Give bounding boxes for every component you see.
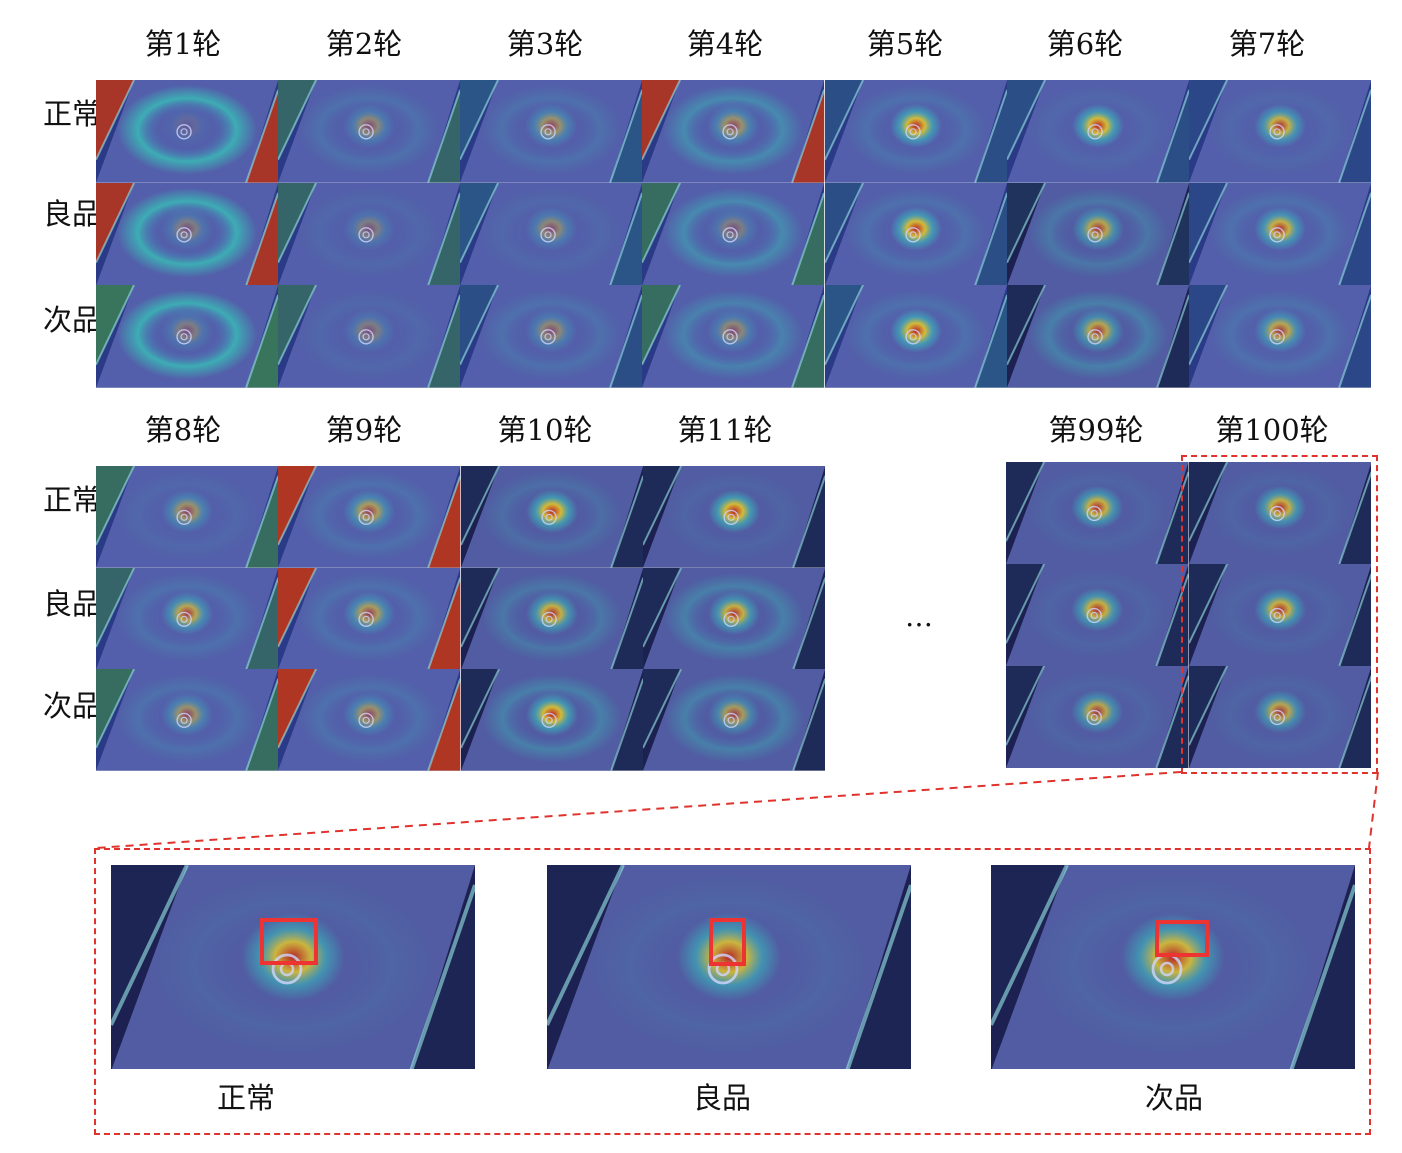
heatmap-cell-r10-normal (460, 466, 643, 568)
heatmap-cell-r4-good (642, 182, 825, 286)
row-label-normal-2: 正常 (43, 483, 102, 517)
zoom-panel (94, 848, 1371, 1135)
heatmap-cell-r7-good (1188, 182, 1371, 286)
heatmap-cell-r6-normal (1006, 80, 1189, 183)
heatmap-grid-rounds-1-7 (96, 80, 1371, 388)
heatmap-cell-r100-good (1188, 564, 1371, 666)
heatmap-cell-r100-normal (1188, 462, 1371, 564)
heatmap-cell-r11-normal (642, 466, 825, 568)
heatmap-cell-r5-normal (824, 80, 1007, 183)
focus-box-normal (260, 918, 318, 965)
round-label-6: 第6轮 (1046, 27, 1124, 61)
heatmap-cell-r3-normal (460, 80, 643, 183)
round-label-100: 第100轮 (1215, 413, 1329, 447)
zoom-heatmap-normal (111, 865, 475, 1069)
heatmap-cell-r9-defect (278, 669, 461, 771)
round-label-4: 第4轮 (686, 27, 764, 61)
round-label-11: 第11轮 (677, 413, 773, 447)
heatmap-cell-r3-defect (460, 285, 643, 388)
row-label-good-2: 良品 (43, 587, 102, 621)
heatmap-cell-r99-good (1006, 564, 1189, 666)
focus-box-good (709, 918, 746, 966)
round-label-7: 第7轮 (1228, 27, 1306, 61)
heatmap-cell-r10-good (460, 567, 643, 670)
zoom-label-good: 良品 (693, 1081, 752, 1115)
round-label-10: 第10轮 (497, 413, 593, 447)
round-100-highlight (1181, 455, 1378, 774)
heatmap-cell-r2-defect (278, 285, 461, 388)
round-label-5: 第5轮 (866, 27, 944, 61)
zoom-heatmap-defect (991, 865, 1355, 1069)
heatmap-cell-r4-normal (642, 80, 825, 183)
ellipsis: … (905, 600, 935, 633)
row-label-good: 良品 (43, 197, 102, 231)
zoom-heatmap-good (547, 865, 911, 1069)
round-label-99: 第99轮 (1048, 413, 1144, 447)
row-label-defect: 次品 (43, 303, 102, 337)
heatmap-cell-r1-defect (96, 285, 279, 388)
heatmap-cell-r100-defect (1188, 666, 1371, 768)
round-label-1: 第1轮 (144, 27, 222, 61)
round-label-2: 第2轮 (325, 27, 403, 61)
heatmap-cell-r7-normal (1188, 80, 1371, 183)
heatmap-cell-r11-good (642, 567, 825, 670)
heatmap-cell-r8-defect (96, 669, 279, 771)
heatmap-cell-r5-defect (824, 285, 1007, 388)
round-label-8: 第8轮 (144, 413, 222, 447)
zoom-label-normal: 正常 (217, 1081, 276, 1115)
heatmap-cell-r4-defect (642, 285, 825, 388)
heatmap-cell-r8-good (96, 567, 279, 670)
heatmap-cell-r9-good (278, 567, 461, 670)
heatmap-cell-r6-defect (1006, 285, 1189, 388)
heatmap-cell-r5-good (824, 182, 1007, 286)
heatmap-cell-r99-defect (1006, 666, 1189, 768)
round-label-3: 第3轮 (506, 27, 584, 61)
heatmap-cell-r6-good (1006, 182, 1189, 286)
heatmap-cell-r9-normal (278, 466, 461, 568)
round-label-9: 第9轮 (325, 413, 403, 447)
row-label-defect-2: 次品 (43, 689, 102, 723)
heatmap-grid-rounds-8-11 (96, 466, 825, 771)
heatmap-cell-r99-normal (1006, 462, 1189, 564)
focus-box-defect (1155, 920, 1209, 957)
row-label-normal: 正常 (43, 97, 102, 131)
heatmap-grid-rounds-99-100 (1006, 462, 1371, 768)
heatmap-cell-r2-normal (278, 80, 461, 183)
heatmap-cell-r7-defect (1188, 285, 1371, 388)
heatmap-cell-r1-normal (96, 80, 279, 183)
zoom-label-defect: 次品 (1145, 1081, 1204, 1115)
heatmap-cell-r8-normal (96, 466, 279, 568)
heatmap-cell-r3-good (460, 182, 643, 286)
heatmap-cell-r11-defect (642, 669, 825, 771)
heatmap-cell-r2-good (278, 182, 461, 286)
heatmap-cell-r1-good (96, 182, 279, 286)
heatmap-cell-r10-defect (460, 669, 643, 771)
